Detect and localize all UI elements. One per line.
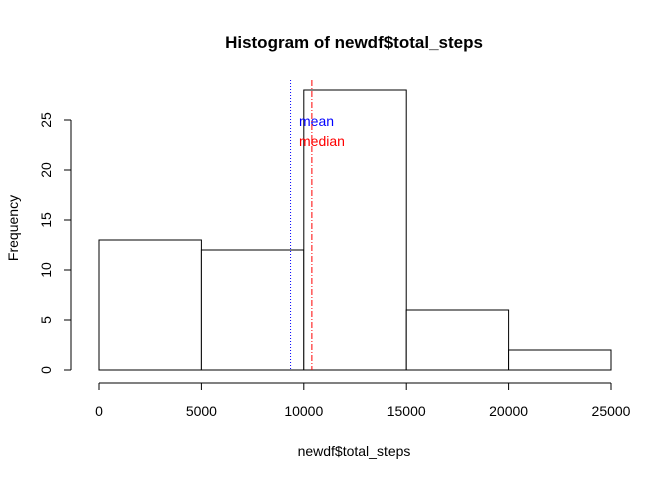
histogram-bar-2 <box>303 89 407 371</box>
histogram-bar-1 <box>200 249 305 371</box>
y-axis: 0 5 10 15 20 25 <box>38 112 72 374</box>
x-tick-label-2: 10000 <box>284 403 323 419</box>
x-tick-label-5: 25000 <box>592 403 631 419</box>
y-tick-label-0: 0 <box>38 366 54 374</box>
y-tick-label-1: 5 <box>38 316 54 324</box>
x-tick-label-4: 20000 <box>489 403 528 419</box>
y-tick-label-4: 20 <box>38 162 54 178</box>
x-axis-label: newdf$total_steps <box>298 443 411 459</box>
x-tick-label-0: 0 <box>95 403 103 419</box>
y-tick-label-5: 25 <box>38 112 54 128</box>
x-tick-label-1: 5000 <box>186 403 217 419</box>
histogram-bar-4 <box>508 349 612 371</box>
histogram-bar-0 <box>98 239 202 371</box>
y-tick-label-2: 10 <box>38 262 54 278</box>
mean-label: mean <box>299 113 334 129</box>
x-axis: 0 5000 10000 15000 20000 25000 <box>95 382 631 419</box>
annotations: mean median <box>290 80 345 370</box>
y-axis-label: Frequency <box>5 195 21 261</box>
histogram-bar-3 <box>405 309 510 371</box>
bars <box>98 89 612 371</box>
x-tick-label-3: 15000 <box>387 403 426 419</box>
median-label: median <box>299 133 345 149</box>
y-tick-label-3: 15 <box>38 212 54 228</box>
chart-title: Histogram of newdf$total_steps <box>225 33 483 52</box>
